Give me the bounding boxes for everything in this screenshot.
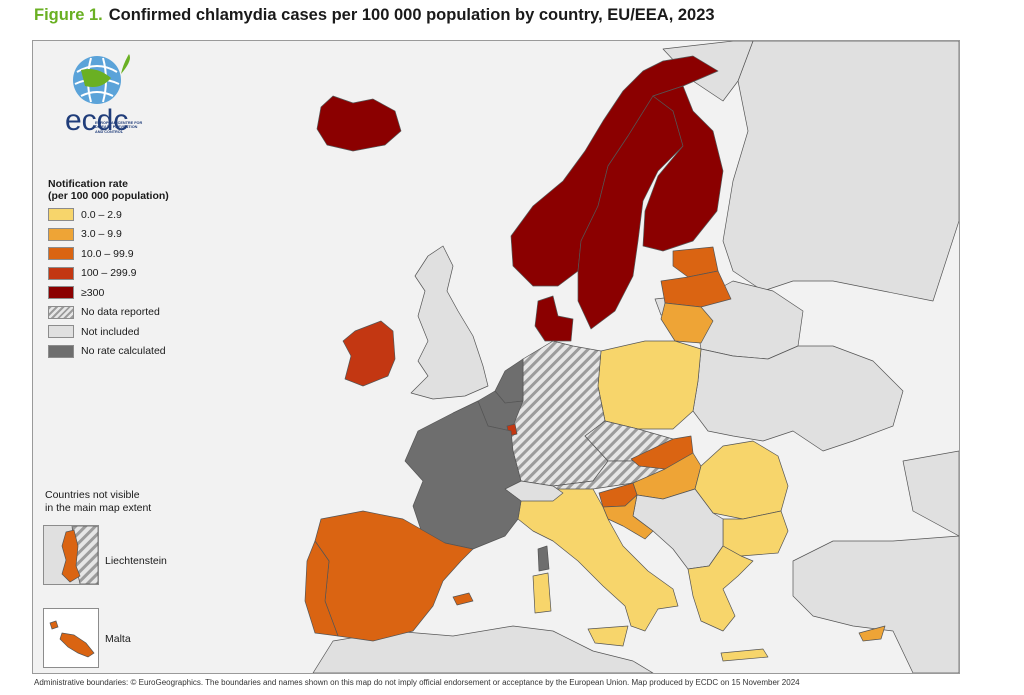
- country-ireland: [342, 320, 396, 387]
- logo-text: ecdc: [65, 104, 128, 137]
- inset-malta-label: Malta: [105, 633, 131, 645]
- country-croatia: [602, 494, 654, 540]
- country-crete: [720, 648, 769, 662]
- liechtenstein-shape: [61, 529, 81, 583]
- inset-malta: [43, 608, 99, 668]
- legend-swatch: [48, 344, 74, 358]
- country-caucasus: [902, 450, 959, 537]
- legend-swatch: [48, 286, 74, 300]
- country-ukraine: [692, 345, 904, 452]
- legend-title-line1: Notification rate: [48, 178, 128, 190]
- country-corsica: [537, 545, 550, 572]
- legend-item: 10.0 – 99.9: [48, 244, 248, 264]
- country-poland: [597, 340, 702, 430]
- country-italy: [517, 488, 679, 632]
- country-portugal: [304, 540, 339, 637]
- malta-shape: [59, 632, 95, 658]
- country-romania: [694, 440, 789, 520]
- country-france: [404, 400, 522, 550]
- country-russia: [722, 41, 959, 302]
- country-united-kingdom: [410, 245, 489, 400]
- legend-label: 3.0 – 9.9: [81, 228, 122, 241]
- inset-liechtenstein: [43, 525, 99, 585]
- legend-swatch: [48, 208, 74, 222]
- legend-swatch: [48, 247, 74, 261]
- ecdc-logo: ecdc: [65, 54, 130, 137]
- figure-title-text: Confirmed chlamydia cases per 100 000 po…: [108, 6, 715, 24]
- legend-label: No rate calculated: [81, 345, 166, 358]
- legend-item: 100 – 299.9: [48, 264, 248, 284]
- figure-title: Figure 1. Confirmed chlamydia cases per 1…: [34, 6, 715, 25]
- legend-swatch: [48, 305, 74, 319]
- legend-item: No data reported: [48, 303, 248, 323]
- legend-item: No rate calculated: [48, 342, 248, 362]
- legend-swatch: [48, 325, 74, 339]
- legend-items: 0.0 – 2.9 3.0 – 9.9 10.0 – 99.9 100 – 299.9…: [48, 205, 248, 361]
- legend-swatch: [48, 227, 74, 241]
- country-sardinia: [532, 572, 552, 614]
- legend-label: Not included: [81, 325, 140, 338]
- country-iceland: [316, 95, 402, 152]
- small-countries-title: Countries not visible in the main map ex…: [45, 489, 225, 515]
- legend-item: Not included: [48, 322, 248, 342]
- legend-item: ≥300: [48, 283, 248, 303]
- legend-item: 0.0 – 2.9: [48, 205, 248, 225]
- legend-swatch: [48, 266, 74, 280]
- europe-map: [33, 41, 959, 673]
- legend-label: 10.0 – 99.9: [81, 247, 134, 260]
- map-frame: ecdc EUROPEAN CENTRE FOR DISEASE PREVENT…: [32, 40, 960, 674]
- country-balearic-islands: [452, 592, 474, 606]
- legend-item: 3.0 – 9.9: [48, 225, 248, 245]
- figure-label: Figure 1.: [34, 6, 103, 24]
- small-countries-title-line2: in the main map extent: [45, 502, 152, 514]
- logo-subtitle: EUROPEAN CENTRE FOR DISEASE PREVENTION A…: [95, 121, 143, 134]
- legend-label: 0.0 – 2.9: [81, 208, 122, 221]
- legend: Notification rate (per 100 000 populatio…: [48, 178, 248, 361]
- country-turkey: [792, 535, 959, 673]
- country-lithuania: [660, 302, 714, 344]
- legend-label: 100 – 299.9: [81, 267, 137, 280]
- legend-title: Notification rate (per 100 000 populatio…: [48, 178, 248, 202]
- inset-liechtenstein-label: Liechtenstein: [105, 555, 167, 567]
- legend-title-line2: (per 100 000 population): [48, 190, 169, 202]
- small-countries-title-line1: Countries not visible: [45, 489, 140, 501]
- country-greece: [687, 545, 754, 632]
- country-sicily: [587, 625, 629, 647]
- country-denmark: [534, 295, 574, 342]
- country-cyprus: [858, 625, 886, 642]
- legend-label: ≥300: [81, 286, 105, 299]
- country-finland: [642, 85, 724, 252]
- country-sweden: [577, 95, 684, 330]
- gozo-shape: [49, 620, 59, 630]
- footer-disclaimer: Administrative boundaries: © EuroGeograp…: [34, 678, 800, 687]
- legend-label: No data reported: [81, 306, 160, 319]
